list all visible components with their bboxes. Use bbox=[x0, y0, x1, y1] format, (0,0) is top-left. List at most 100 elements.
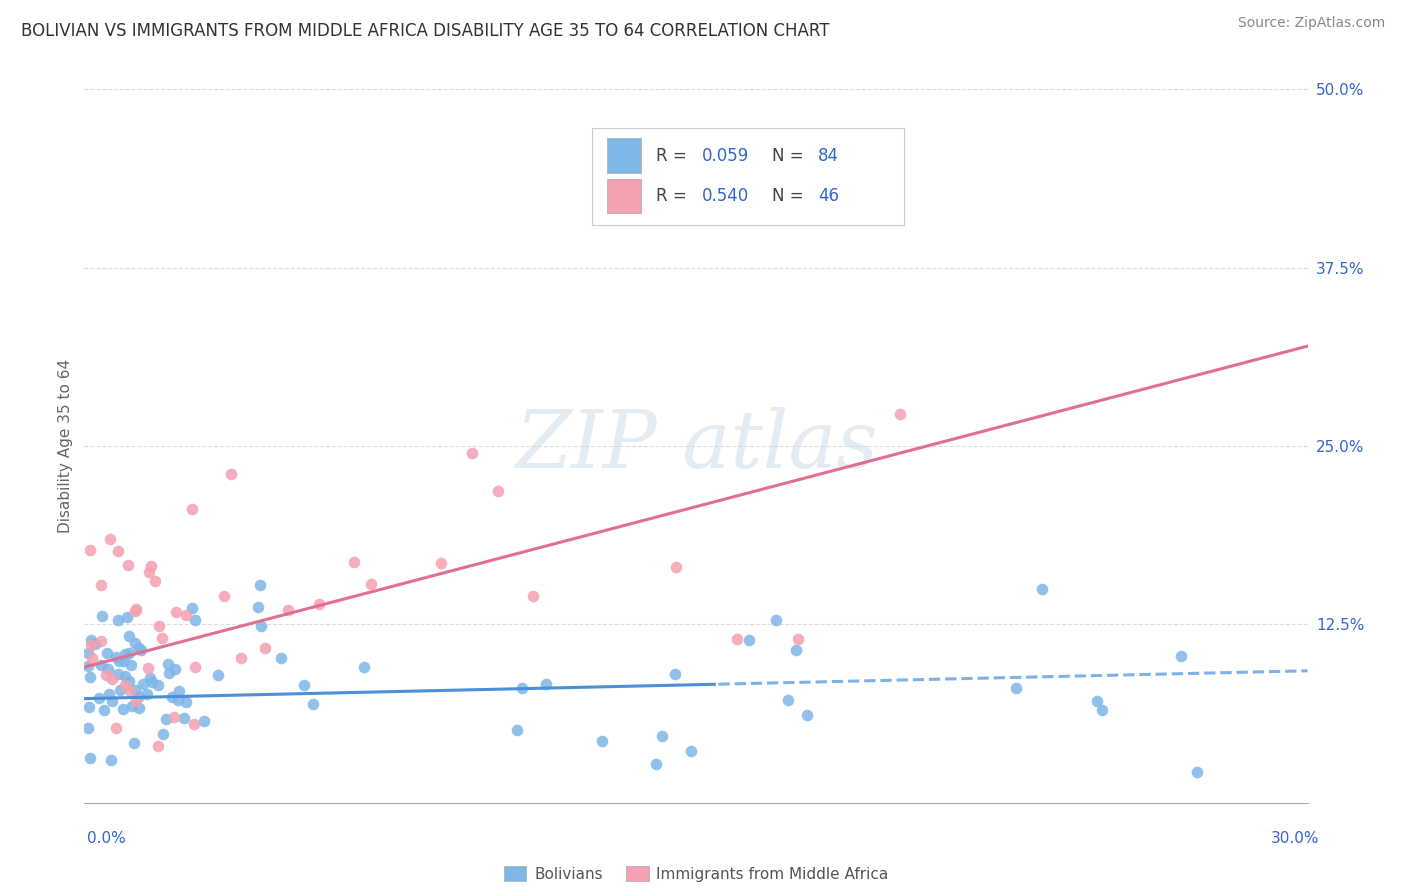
Point bbox=[100, 753, 122, 767]
Point bbox=[1091, 703, 1114, 717]
Point bbox=[160, 690, 183, 704]
Point bbox=[117, 558, 139, 573]
Point bbox=[98, 687, 121, 701]
Point bbox=[184, 613, 207, 627]
Point bbox=[114, 669, 136, 683]
Point bbox=[889, 407, 911, 421]
Point bbox=[644, 756, 666, 771]
Point bbox=[129, 643, 152, 657]
Point bbox=[1004, 681, 1026, 695]
Point bbox=[294, 678, 316, 692]
Point bbox=[121, 698, 143, 713]
Point bbox=[94, 668, 117, 682]
Point bbox=[765, 613, 787, 627]
Point bbox=[124, 636, 146, 650]
Point bbox=[141, 675, 163, 690]
Point bbox=[107, 666, 129, 681]
Point bbox=[79, 670, 101, 684]
Point bbox=[219, 467, 242, 482]
Point bbox=[115, 610, 138, 624]
FancyBboxPatch shape bbox=[592, 128, 904, 225]
Point bbox=[1187, 764, 1209, 779]
Point bbox=[212, 589, 235, 603]
Point bbox=[90, 578, 112, 592]
Point bbox=[207, 667, 229, 681]
Point bbox=[787, 632, 810, 646]
Point bbox=[122, 736, 145, 750]
Point bbox=[522, 589, 544, 603]
Point bbox=[120, 658, 142, 673]
Point bbox=[148, 678, 170, 692]
Point bbox=[80, 633, 103, 648]
Point bbox=[249, 578, 271, 592]
Point bbox=[429, 557, 451, 571]
Point bbox=[105, 721, 128, 735]
Point bbox=[827, 196, 849, 211]
Point bbox=[249, 619, 271, 633]
Point bbox=[107, 654, 129, 668]
Point bbox=[114, 678, 136, 692]
Point bbox=[83, 637, 105, 651]
Text: 30.0%: 30.0% bbox=[1271, 831, 1319, 846]
Text: R =: R = bbox=[655, 187, 692, 205]
Point bbox=[152, 727, 174, 741]
Point bbox=[80, 639, 103, 653]
Point bbox=[128, 701, 150, 715]
Point bbox=[180, 601, 202, 615]
Point bbox=[117, 646, 139, 660]
Point bbox=[91, 609, 114, 624]
Point bbox=[117, 629, 139, 643]
Point bbox=[77, 721, 100, 735]
Text: BOLIVIAN VS IMMIGRANTS FROM MIDDLE AFRICA DISABILITY AGE 35 TO 64 CORRELATION CH: BOLIVIAN VS IMMIGRANTS FROM MIDDLE AFRIC… bbox=[21, 21, 830, 39]
Point bbox=[107, 614, 129, 628]
Point bbox=[270, 651, 292, 665]
Text: 0.540: 0.540 bbox=[702, 187, 749, 205]
Point bbox=[101, 694, 124, 708]
Point bbox=[778, 693, 800, 707]
Point bbox=[128, 640, 150, 655]
Point bbox=[486, 483, 509, 498]
Point bbox=[277, 603, 299, 617]
Point bbox=[353, 660, 375, 674]
Point bbox=[139, 671, 162, 685]
Point bbox=[1085, 694, 1108, 708]
Bar bbox=[606, 179, 641, 213]
Point bbox=[343, 555, 366, 569]
Point bbox=[301, 697, 323, 711]
Point bbox=[105, 650, 128, 665]
Point bbox=[360, 577, 382, 591]
Point bbox=[229, 651, 252, 665]
Point bbox=[124, 682, 146, 697]
Text: 0.0%: 0.0% bbox=[87, 831, 127, 846]
Point bbox=[87, 691, 110, 706]
Point bbox=[679, 744, 702, 758]
Point bbox=[125, 694, 148, 708]
Point bbox=[510, 681, 533, 696]
Point bbox=[156, 657, 179, 671]
Point bbox=[146, 739, 169, 753]
Point bbox=[664, 666, 686, 681]
Point bbox=[112, 702, 135, 716]
Point bbox=[79, 750, 101, 764]
Point bbox=[97, 662, 120, 676]
Point bbox=[79, 543, 101, 558]
Point bbox=[128, 689, 150, 703]
Point bbox=[1170, 648, 1192, 663]
Point bbox=[183, 660, 205, 674]
Point bbox=[108, 682, 131, 697]
Point bbox=[139, 558, 162, 573]
Text: 0.059: 0.059 bbox=[702, 146, 749, 164]
Point bbox=[167, 683, 190, 698]
Point bbox=[155, 711, 177, 725]
Point bbox=[138, 565, 160, 579]
Text: R =: R = bbox=[655, 146, 692, 164]
Point bbox=[193, 714, 215, 728]
Point bbox=[93, 703, 115, 717]
Point bbox=[785, 642, 807, 657]
Point bbox=[1031, 582, 1053, 596]
Point bbox=[247, 599, 270, 614]
Text: Source: ZipAtlas.com: Source: ZipAtlas.com bbox=[1237, 16, 1385, 29]
Point bbox=[114, 647, 136, 661]
Point bbox=[174, 695, 197, 709]
Point bbox=[124, 604, 146, 618]
